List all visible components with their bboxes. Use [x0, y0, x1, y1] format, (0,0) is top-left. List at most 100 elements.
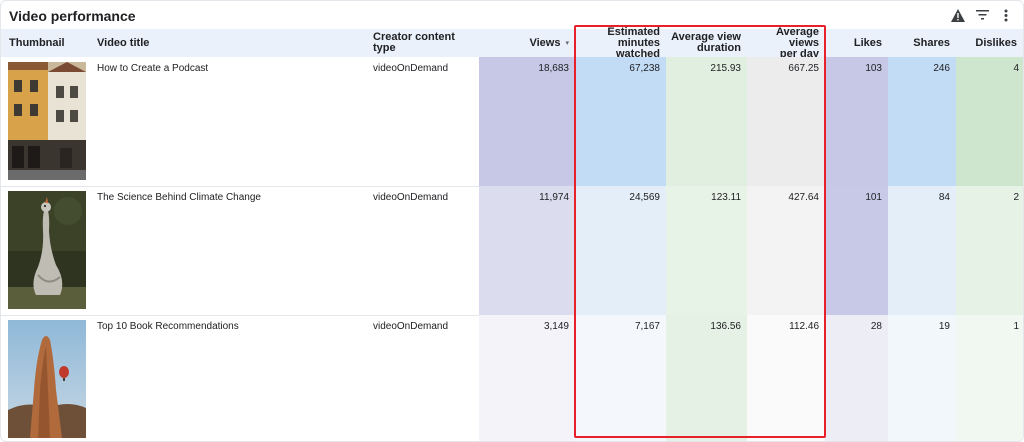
likes-value: 28 [870, 321, 882, 332]
average-duration-cell: 136.56 [666, 315, 747, 441]
average-duration-value: 215.93 [710, 63, 741, 74]
video-title: Top 10 Book Recommendations [97, 321, 239, 332]
panel-toolbar [951, 7, 1013, 23]
thumbnail-image[interactable] [8, 191, 86, 309]
estimated-minutes-value: 67,238 [629, 63, 660, 74]
column-header-estimated-minutes-watched[interactable]: Estimated minutes watched [575, 25, 666, 60]
content-type: videoOnDemand [373, 192, 449, 203]
estimated-minutes-cell: 7,167 [575, 315, 666, 441]
column-header-estimated-minutes-watched-label: Estimated minutes watched [575, 25, 660, 60]
shares-cell: 246 [888, 57, 956, 186]
panel-title: Video performance [9, 8, 136, 24]
more-vert-icon[interactable] [999, 7, 1013, 23]
header-line-2: minutes watched [615, 36, 660, 60]
column-header-dislikes-label: Dislikes [975, 36, 1017, 49]
panel-title-bar: Video performance [1, 1, 1023, 29]
shares-value: 246 [933, 63, 950, 74]
column-header-video-title-label: Video title [97, 36, 150, 49]
average-duration-value: 136.56 [710, 321, 741, 332]
shares-value: 84 [938, 192, 950, 203]
average-per-day-value: 112.46 [789, 321, 819, 332]
video-title: How to Create a Podcast [97, 63, 209, 74]
table-row[interactable]: The Science Behind Climate Change videoO… [1, 186, 1023, 315]
goose-photo [8, 191, 86, 309]
video-title-cell[interactable]: How to Create a Podcast [89, 57, 365, 186]
likes-value: 101 [865, 192, 882, 203]
column-header-shares-label: Shares [913, 36, 950, 49]
shares-value: 19 [938, 321, 950, 332]
average-per-day-value: 667.25 [788, 63, 819, 74]
likes-cell: 28 [825, 315, 888, 441]
header-line-2: per day [779, 47, 819, 60]
views-cell: 3,149 [479, 315, 575, 441]
header-line-1: Average views [775, 25, 819, 49]
dislikes-cell: 2 [956, 186, 1023, 315]
thumbnail-image[interactable] [8, 62, 86, 180]
filter-icon[interactable] [975, 7, 989, 23]
average-per-day-value: 427.64 [788, 192, 819, 203]
average-duration-cell: 215.93 [666, 57, 747, 186]
column-header-average-views-per-day[interactable]: Average views per day [747, 25, 825, 60]
video-title: The Science Behind Climate Change [97, 192, 261, 203]
average-per-day-cell: 427.64 [747, 186, 825, 315]
column-header-views-label: Views [529, 36, 561, 49]
average-duration-value: 123.11 [711, 192, 741, 203]
column-header-dislikes[interactable]: Dislikes [956, 29, 1023, 57]
views-value: 18,683 [538, 63, 569, 74]
content-type: videoOnDemand [373, 63, 449, 74]
dislikes-cell: 4 [956, 57, 1023, 186]
table-row[interactable]: How to Create a Podcast videoOnDemand 18… [1, 57, 1023, 186]
column-header-average-view-duration[interactable]: Average view duration [666, 29, 747, 57]
dislikes-value: 2 [1013, 192, 1019, 203]
rock-formation-balloon-photo [8, 320, 86, 438]
header-line-2: duration [697, 42, 741, 54]
column-header-views[interactable]: Views ▾ [479, 29, 575, 57]
average-per-day-cell: 112.46 [747, 315, 825, 441]
header-line-1: Average view [671, 31, 741, 43]
old-town-buildings-photo [8, 62, 86, 180]
estimated-minutes-cell: 24,569 [575, 186, 666, 315]
views-value: 11,974 [539, 192, 569, 203]
column-header-thumbnail[interactable]: Thumbnail [1, 29, 89, 57]
views-value: 3,149 [543, 321, 569, 332]
video-title-cell[interactable]: Top 10 Book Recommendations [89, 315, 365, 441]
content-type-cell: videoOnDemand [365, 186, 479, 315]
warning-icon[interactable] [951, 7, 965, 23]
average-duration-cell: 123.11 [666, 186, 747, 315]
table-row[interactable]: Top 10 Book Recommendations videoOnDeman… [1, 315, 1023, 441]
views-cell: 11,974 [479, 186, 575, 315]
table-header: Thumbnail Video title Creator content ty… [1, 25, 1023, 60]
column-header-shares[interactable]: Shares [888, 29, 956, 57]
column-header-video-title[interactable]: Video title [89, 29, 365, 57]
thumbnail-image[interactable] [8, 320, 86, 438]
thumbnail-cell [1, 57, 89, 186]
header-line-1: Estimated [607, 25, 660, 38]
likes-cell: 103 [825, 57, 888, 186]
likes-value: 103 [865, 63, 882, 74]
column-header-thumbnail-label: Thumbnail [9, 36, 65, 49]
estimated-minutes-value: 24,569 [629, 192, 660, 203]
shares-cell: 84 [888, 186, 956, 315]
content-type-cell: videoOnDemand [365, 315, 479, 441]
estimated-minutes-cell: 67,238 [575, 57, 666, 186]
content-type: videoOnDemand [373, 321, 449, 332]
views-cell: 18,683 [479, 57, 575, 186]
content-type-cell: videoOnDemand [365, 57, 479, 186]
sort-descending-icon: ▾ [565, 39, 569, 47]
column-header-likes-label: Likes [853, 36, 882, 49]
column-header-content-type[interactable]: Creator content type [365, 29, 479, 57]
thumbnail-cell [1, 186, 89, 315]
dislikes-value: 1 [1013, 321, 1019, 332]
column-header-likes[interactable]: Likes [825, 29, 888, 57]
shares-cell: 19 [888, 315, 956, 441]
likes-cell: 101 [825, 186, 888, 315]
column-header-average-views-per-day-label: Average views per day [747, 25, 819, 60]
dislikes-cell: 1 [956, 315, 1023, 441]
thumbnail-cell [1, 315, 89, 441]
average-per-day-cell: 667.25 [747, 57, 825, 186]
column-header-content-type-label: Creator content type [373, 31, 455, 54]
column-header-average-view-duration-label: Average view duration [671, 32, 741, 54]
video-title-cell[interactable]: The Science Behind Climate Change [89, 186, 365, 315]
dislikes-value: 4 [1013, 63, 1019, 74]
